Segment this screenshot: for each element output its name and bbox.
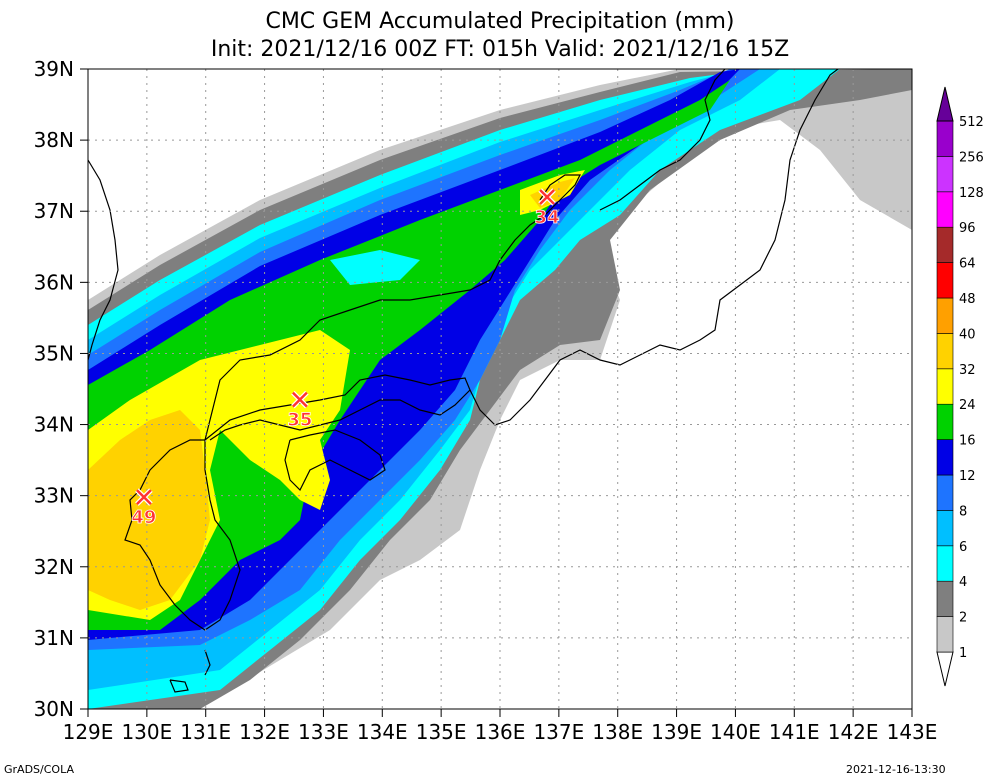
lon-tick-label: 134E bbox=[357, 720, 408, 744]
lon-tick-label: 138E bbox=[592, 720, 643, 744]
lon-tick-label: 130E bbox=[121, 720, 172, 744]
max-marker bbox=[136, 489, 152, 505]
legend-swatch bbox=[936, 474, 954, 511]
lat-tick-label: 39N bbox=[34, 57, 74, 81]
legend-swatch bbox=[936, 120, 954, 157]
lat-tick-label: 36N bbox=[34, 270, 74, 294]
lat-tick-label: 30N bbox=[34, 697, 74, 721]
lat-tick-label: 31N bbox=[34, 626, 74, 650]
lon-tick-label: 140E bbox=[710, 720, 761, 744]
lon-tick-label: 131E bbox=[180, 720, 231, 744]
latitude-axis: 30N 31N 32N 33N 34N 35N 36N 37N 38N 39N bbox=[34, 57, 88, 721]
legend-swatch bbox=[936, 580, 954, 617]
legend-label: 32 bbox=[959, 363, 976, 378]
legend-swatch bbox=[936, 333, 954, 370]
lon-tick-label: 135E bbox=[416, 720, 467, 744]
footer-credit: GrADS/COLA bbox=[4, 763, 74, 776]
legend-swatch bbox=[936, 297, 954, 334]
legend-label: 128 bbox=[959, 186, 984, 201]
max-value-label: 35 bbox=[287, 410, 312, 431]
legend-label: 4 bbox=[959, 575, 967, 590]
max-marker bbox=[292, 391, 308, 408]
legend-label: 16 bbox=[959, 434, 976, 449]
legend-over-arrow bbox=[936, 86, 954, 122]
max-value-label: 34 bbox=[535, 207, 560, 228]
lon-tick-label: 142E bbox=[828, 720, 879, 744]
legend-label: 2 bbox=[959, 611, 967, 626]
legend-swatch bbox=[936, 262, 954, 299]
legend-swatch bbox=[936, 616, 954, 653]
gridlines bbox=[88, 69, 912, 709]
legend-label: 40 bbox=[959, 327, 976, 342]
legend-label: 12 bbox=[959, 469, 976, 484]
legend-swatch bbox=[936, 545, 954, 582]
precip-field bbox=[88, 69, 912, 709]
legend-swatch bbox=[936, 403, 954, 440]
lat-tick-label: 37N bbox=[34, 199, 74, 223]
legend-swatch bbox=[936, 156, 954, 193]
lon-tick-label: 136E bbox=[475, 720, 526, 744]
legend-label: 8 bbox=[959, 504, 967, 519]
legend-label: 512 bbox=[959, 115, 984, 130]
lon-tick-label: 141E bbox=[769, 720, 820, 744]
max-marker bbox=[539, 189, 555, 205]
legend-label: 64 bbox=[959, 257, 976, 272]
lon-tick-label: 133E bbox=[298, 720, 349, 744]
lat-tick-label: 34N bbox=[34, 413, 74, 437]
lon-tick-label: 143E bbox=[887, 720, 938, 744]
footer-timestamp: 2021-12-16-13:30 bbox=[846, 763, 946, 776]
max-value-label: 49 bbox=[131, 507, 156, 528]
longitude-axis: 129E 130E 131E 132E 133E 134E 135E 136E 137E 138E… bbox=[63, 709, 938, 744]
legend-under-arrow bbox=[936, 651, 954, 687]
lon-tick-label: 139E bbox=[651, 720, 702, 744]
legend-label: 96 bbox=[959, 221, 976, 236]
coastlines bbox=[88, 69, 839, 693]
legend-label: 6 bbox=[959, 540, 967, 555]
lat-tick-label: 35N bbox=[34, 341, 74, 365]
legend-swatch bbox=[936, 368, 954, 405]
lon-tick-label: 129E bbox=[63, 720, 114, 744]
chart-subtitle: Init: 2021/12/16 00Z FT: 015h Valid: 202… bbox=[210, 37, 790, 62]
lat-tick-label: 38N bbox=[34, 128, 74, 152]
lat-tick-label: 33N bbox=[34, 484, 74, 508]
lon-tick-label: 132E bbox=[239, 720, 290, 744]
legend-label: 1 bbox=[959, 646, 967, 661]
legend-label: 24 bbox=[959, 398, 976, 413]
legend-label: 48 bbox=[959, 292, 976, 307]
precip-maxima: 49 35 34 bbox=[131, 188, 560, 528]
legend-swatch bbox=[936, 191, 954, 228]
chart-title: CMC GEM Accumulated Precipitation (mm) bbox=[265, 9, 735, 34]
lon-tick-label: 137E bbox=[533, 720, 584, 744]
legend-swatch bbox=[936, 510, 954, 547]
legend-label: 256 bbox=[959, 150, 984, 165]
lat-tick-label: 32N bbox=[34, 555, 74, 579]
legend-swatch bbox=[936, 226, 954, 263]
legend-swatch bbox=[936, 439, 954, 476]
